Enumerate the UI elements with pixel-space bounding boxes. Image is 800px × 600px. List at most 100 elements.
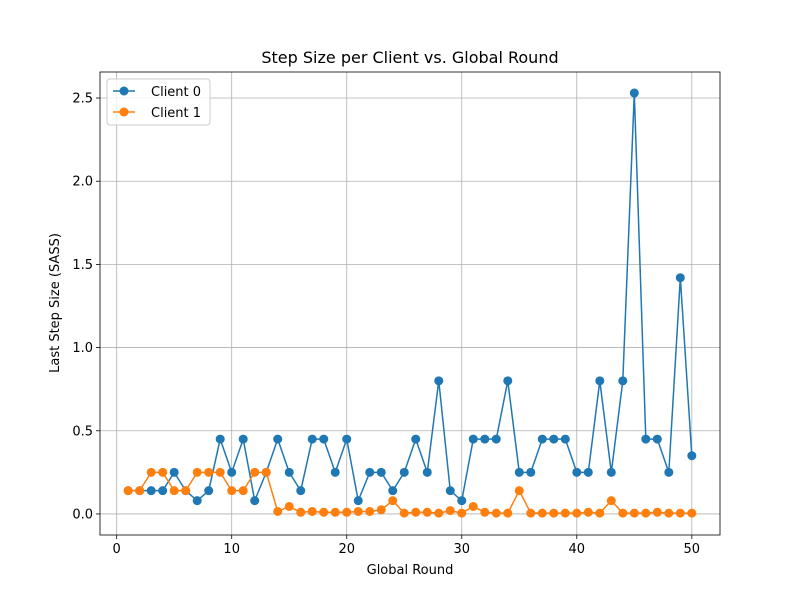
data-point [284,501,294,511]
data-point [319,507,329,517]
data-point [434,508,444,518]
series-client-1 [123,467,697,518]
chart-title: Step Size per Client vs. Global Round [261,48,558,67]
data-point [664,467,674,477]
x-tick-label: 40 [569,542,586,557]
data-point [675,273,685,283]
data-point [296,486,306,496]
data-point [192,467,202,477]
y-axis-label: Last Step Size (SASS) [48,233,63,373]
legend-label-client-0: Client 0 [151,85,201,100]
data-point [273,506,283,516]
data-point [365,467,375,477]
data-point [192,496,202,506]
data-point [445,506,455,516]
data-point [399,467,409,477]
axes-frame [99,71,721,536]
data-point [687,508,697,518]
data-point [687,451,697,461]
data-point [583,467,593,477]
data-point [675,508,685,518]
data-point [422,467,432,477]
data-point [434,376,444,386]
data-point [181,486,191,496]
grid [100,72,720,535]
data-point [204,467,214,477]
data-point [330,507,340,517]
data-point [652,434,662,444]
data-point [284,467,294,477]
data-point [238,434,248,444]
data-point [411,434,421,444]
legend-marker-client-1 [119,107,129,117]
data-point [629,88,639,98]
data-point [215,434,225,444]
data-point [238,486,248,496]
ticks: 0 10 20 30 40 50 0.0 0.5 1.0 1.5 2.0 2.5 [72,92,700,557]
data-point [353,506,363,516]
data-point [227,486,237,496]
data-point [169,486,179,496]
x-tick-label: 30 [453,542,470,557]
data-point [227,467,237,477]
data-point [503,508,513,518]
data-point [445,486,455,496]
data-point [549,508,559,518]
data-point [330,467,340,477]
data-point [215,467,225,477]
data-point [480,507,490,517]
data-point [583,507,593,517]
data-point [146,486,156,496]
data-point [641,508,651,518]
legend: Client 0 Client 1 [106,78,211,126]
data-point [250,496,260,506]
data-point [514,467,524,477]
legend-marker-client-0 [119,86,129,96]
data-point [411,507,421,517]
y-tick-label: 1.5 [72,258,93,273]
data-point [376,467,386,477]
data-point [652,507,662,517]
data-point [572,467,582,477]
data-point [342,507,352,517]
data-point [365,506,375,516]
data-point [560,508,570,518]
data-point [618,376,628,386]
data-point [491,434,501,444]
data-point [399,508,409,518]
data-point [204,486,214,496]
data-point [468,501,478,511]
data-point [388,486,398,496]
series-layer [123,88,697,518]
data-point [457,496,467,506]
data-point [123,486,133,496]
x-tick-label: 0 [113,542,121,557]
data-point [664,508,674,518]
data-point [537,508,547,518]
y-tick-label: 1.0 [72,341,93,356]
x-tick-label: 50 [684,542,701,557]
data-point [307,434,317,444]
data-point [606,496,616,506]
legend-label-client-1: Client 1 [151,106,201,121]
y-tick-label: 0.0 [72,507,93,522]
data-point [457,508,467,518]
data-point [526,467,536,477]
data-point [158,467,168,477]
data-point [572,508,582,518]
x-tick-label: 20 [338,542,355,557]
data-point [560,434,570,444]
data-point [595,508,605,518]
data-point [261,467,271,477]
data-point [629,508,639,518]
data-point [606,467,616,477]
y-tick-label: 0.5 [72,424,93,439]
data-point [388,496,398,506]
data-point [595,376,605,386]
data-point [273,434,283,444]
data-point [296,507,306,517]
data-point [319,434,329,444]
data-point [549,434,559,444]
x-axis-label: Global Round [367,563,454,578]
